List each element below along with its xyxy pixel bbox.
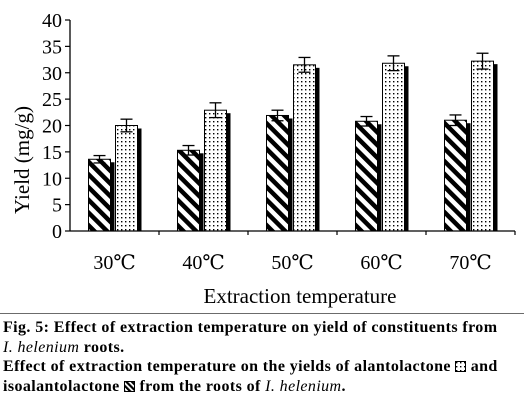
dotted-swatch-box [455,361,467,372]
y-tick-label: 35 [42,36,62,58]
x-tick-label: 40℃ [182,252,224,274]
species-name: I. helenium [265,377,342,395]
dotted-bar [204,109,227,232]
caption-line-1: Fig. 5: Effect of extraction temperature… [3,318,521,338]
x-tick-label: 70℃ [449,252,491,274]
y-tick-label: 25 [42,89,62,111]
bar-series-group [88,52,498,232]
dotted-bar [471,60,494,232]
x-tick-label: 60℃ [360,252,402,274]
hatched-swatch-box [124,380,136,392]
diagonal-hatch-bar [355,120,378,232]
y-tick-label: 5 [52,195,62,217]
figure-label: Fig. 5: [3,319,50,336]
species-name: I. helenium [3,338,80,356]
caption-line-3: Effect of extraction temperature on the … [3,357,521,377]
hatched-legend-swatch [124,380,136,392]
y-axis: 0 5 10 15 20 25 30 35 40 [42,10,71,243]
caption-note-and: and [470,358,498,375]
legend-label-alantolactone: alantolactone [354,358,451,375]
dotted-bar [115,125,138,232]
caption-note-head: Effect of extraction temperature on the … [3,358,350,375]
caption-title-tail: roots. [83,338,125,356]
figure-caption: Fig. 5: Effect of extraction temperature… [3,318,521,396]
diagonal-hatch-bar [88,158,111,232]
caption-title-text: Effect of extraction temperature on yiel… [53,319,498,336]
y-tick-label: 10 [42,168,62,190]
diagonal-hatch-bar [177,149,200,232]
caption-divider [0,313,524,314]
yield-bar-chart: 0 5 10 15 20 25 30 35 40 30℃ 40℃ 50℃ 60℃ 70℃ Yield (… [10,10,516,308]
y-tick-label: 15 [42,142,62,164]
x-tick-label: 30℃ [93,252,135,274]
dotted-bar [293,64,316,232]
y-tick-label: 30 [42,63,62,85]
y-axis-title: Yield (mg/g) [10,106,34,214]
caption-line-2: I. helenium roots. [3,338,521,358]
legend-label-isoalantolactone: isoalantolactone [3,377,120,395]
y-tick-label: 40 [42,10,62,32]
y-tick-label: 20 [42,116,62,138]
dotted-legend-swatch [455,361,467,372]
x-tick-label: 50℃ [271,252,313,274]
caption-note-end: . [341,377,346,395]
diagonal-hatch-bar [266,114,289,232]
caption-note-middle: from the roots of [139,377,261,395]
x-axis: 30℃ 40℃ 50℃ 60℃ 70℃ [70,230,516,274]
y-tick-label: 0 [52,221,62,243]
diagonal-hatch-bar [444,119,467,232]
dotted-bar [382,62,405,232]
caption-line-4: isoalantolactone from the roots of I. he… [3,377,521,397]
x-axis-title: Extraction temperature [204,284,397,308]
